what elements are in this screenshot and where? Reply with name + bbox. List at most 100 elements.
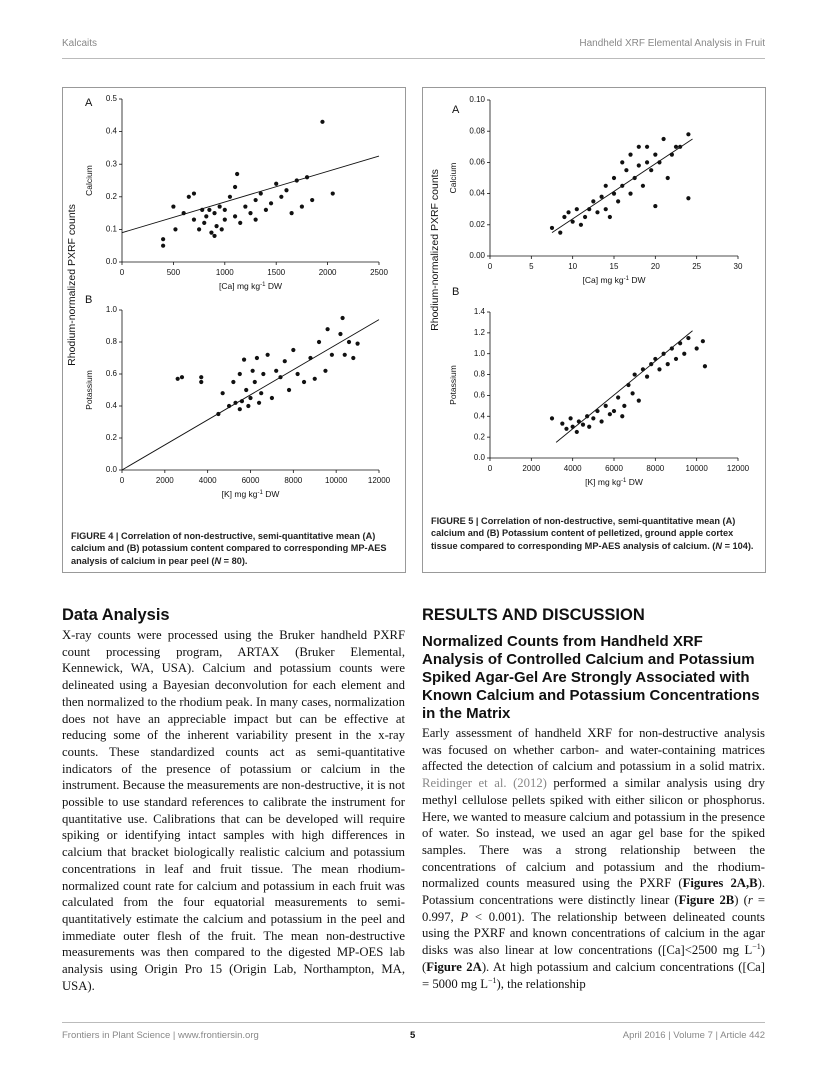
running-title: Handheld XRF Elemental Analysis in Fruit bbox=[579, 38, 765, 49]
panel-letter: B bbox=[85, 294, 92, 306]
data-point bbox=[248, 211, 253, 216]
panel-letter: A bbox=[85, 97, 93, 109]
data-point bbox=[570, 424, 575, 429]
data-point bbox=[173, 227, 178, 232]
data-point bbox=[254, 355, 260, 361]
x-tick-label: 25 bbox=[692, 262, 701, 271]
x-tick-label: 30 bbox=[734, 262, 743, 271]
data-point bbox=[661, 136, 666, 142]
data-point bbox=[657, 160, 662, 165]
data-point bbox=[239, 399, 245, 404]
y-tick-label: 0.10 bbox=[469, 95, 485, 104]
data-point bbox=[570, 219, 575, 224]
data-point bbox=[237, 407, 242, 412]
data-point bbox=[237, 371, 242, 377]
data-point bbox=[686, 196, 691, 201]
data-point bbox=[295, 371, 300, 377]
data-point bbox=[574, 429, 579, 435]
data-point bbox=[582, 214, 588, 220]
figure-frame bbox=[422, 87, 766, 573]
data-point bbox=[161, 243, 166, 248]
data-point bbox=[595, 408, 600, 414]
text: ). At high potassium and calcium concent… bbox=[422, 959, 766, 991]
right-column: RESULTS AND DISCUSSION Normalized Counts… bbox=[422, 606, 765, 992]
y-tick-label: 0.4 bbox=[474, 411, 486, 420]
data-point bbox=[549, 225, 555, 231]
data-point bbox=[226, 403, 232, 409]
data-point bbox=[304, 175, 310, 180]
data-point bbox=[338, 331, 343, 337]
panel-letter: A bbox=[452, 104, 460, 116]
x-tick-label: 1000 bbox=[216, 268, 234, 277]
data-point bbox=[265, 352, 270, 357]
data-point bbox=[161, 237, 166, 242]
x-tick-label: 2000 bbox=[319, 268, 337, 277]
data-point bbox=[587, 424, 592, 429]
data-point bbox=[626, 382, 631, 388]
x-tick-label: 6000 bbox=[242, 476, 260, 485]
data-point bbox=[611, 408, 617, 414]
data-point bbox=[630, 391, 635, 396]
superscript: -1 bbox=[260, 282, 266, 288]
data-point bbox=[678, 341, 683, 346]
data-point bbox=[644, 374, 650, 379]
y-tick-label: 0.0 bbox=[106, 257, 118, 266]
data-point bbox=[325, 327, 330, 332]
data-point bbox=[199, 379, 204, 385]
caption-text: N bbox=[214, 555, 222, 566]
data-point bbox=[323, 368, 328, 373]
y-axis-title: Rhodium-normalized PXRF counts bbox=[429, 169, 441, 331]
journal-info: Frontiers in Plant Science | www.frontie… bbox=[62, 1030, 259, 1041]
data-point bbox=[682, 351, 687, 356]
y-tick-label: 0.6 bbox=[474, 391, 486, 400]
data-point bbox=[616, 199, 621, 204]
data-point bbox=[299, 204, 304, 209]
y-tick-label: 0.02 bbox=[469, 220, 485, 229]
x-tick-label: 5 bbox=[529, 262, 534, 271]
y-axis-label: Potassium bbox=[84, 370, 94, 410]
y-tick-label: 0.2 bbox=[106, 192, 118, 201]
data-point bbox=[673, 144, 679, 149]
caption-text: Correlation of non-destructive, semi-qua… bbox=[431, 516, 736, 551]
data-point bbox=[616, 395, 621, 400]
paragraph: X-ray counts were processed using the Br… bbox=[62, 628, 405, 993]
data-point bbox=[274, 368, 279, 373]
data-point bbox=[607, 214, 612, 220]
y-tick-label: 0.0 bbox=[474, 453, 486, 462]
paragraph: Early assessment of handheld XRF for non… bbox=[422, 725, 765, 992]
y-tick-label: 1.0 bbox=[474, 349, 486, 358]
data-point bbox=[330, 191, 335, 196]
math: P bbox=[460, 909, 469, 924]
data-point bbox=[649, 362, 654, 367]
y-tick-label: 0.5 bbox=[106, 94, 118, 103]
data-point bbox=[603, 403, 608, 408]
data-point bbox=[191, 191, 197, 196]
figure-caption: FIGURE 4 | Correlation of non-destructiv… bbox=[71, 530, 397, 567]
data-point bbox=[246, 403, 251, 409]
superscript: −1 bbox=[752, 941, 761, 951]
x-tick-label: 1500 bbox=[267, 268, 285, 277]
text: ). Potassium concentrations were distinc… bbox=[422, 876, 765, 908]
x-tick-label: 4000 bbox=[564, 464, 582, 473]
data-point bbox=[316, 339, 322, 345]
data-point bbox=[653, 152, 658, 157]
data-point bbox=[560, 421, 565, 426]
figure-label: FIGURE 5 | bbox=[431, 516, 479, 526]
data-point bbox=[355, 341, 360, 346]
data-point bbox=[214, 224, 219, 229]
x-tick-label: 0 bbox=[120, 476, 125, 485]
citation-link[interactable]: Reidinger et al. (2012) bbox=[422, 776, 547, 791]
y-tick-label: 0.00 bbox=[469, 251, 485, 260]
data-point bbox=[200, 207, 205, 212]
data-point bbox=[678, 144, 683, 149]
data-point bbox=[320, 119, 325, 124]
data-point bbox=[286, 387, 292, 393]
data-point bbox=[669, 346, 674, 351]
data-point bbox=[628, 152, 633, 157]
data-point bbox=[576, 419, 581, 424]
data-point bbox=[644, 144, 650, 149]
data-point bbox=[665, 362, 670, 367]
data-point bbox=[558, 230, 563, 235]
